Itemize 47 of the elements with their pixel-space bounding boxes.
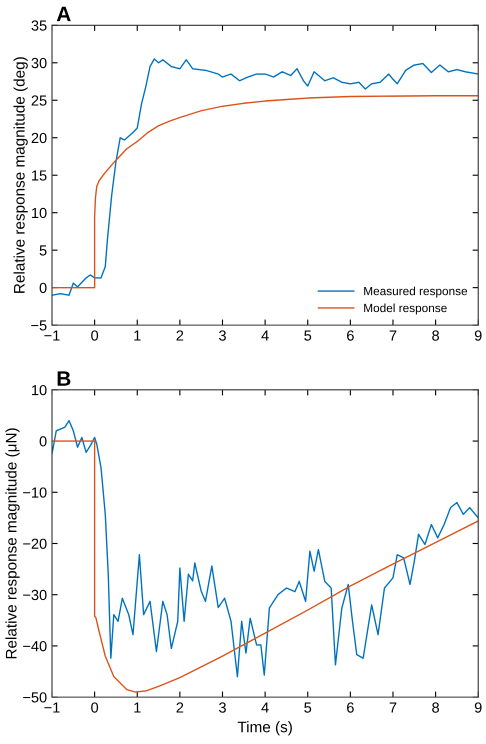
y-tick-label: 0 <box>40 282 47 294</box>
line-series <box>52 58 478 296</box>
x-tick-label: 9 <box>474 702 482 713</box>
x-tick-label: 8 <box>432 702 440 713</box>
x-tick-label: 3 <box>218 330 226 341</box>
y-tick-label: −30 <box>23 590 47 600</box>
y-tick-label: 15 <box>32 170 47 181</box>
x-tick-label: 0 <box>91 702 98 713</box>
x-tick-label: 2 <box>176 702 184 713</box>
x-tick-label: 7 <box>390 702 396 713</box>
x-axis-title: Time (s) <box>238 721 292 736</box>
x-tick-label: 0 <box>91 330 98 341</box>
y-tick-label: 35 <box>31 20 47 31</box>
x-tick-label: 1 <box>134 330 141 341</box>
x-tick-label: 3 <box>218 702 226 713</box>
y-tick-label: 25 <box>32 95 47 106</box>
x-tick-label: 2 <box>176 330 184 341</box>
x-tick-label: 9 <box>474 330 482 341</box>
y-tick-label: −50 <box>23 692 47 703</box>
legend-label: Model response <box>364 304 447 315</box>
y-tick-label: −20 <box>23 538 47 549</box>
y-tick-label: 10 <box>32 208 47 218</box>
x-tick-label: 1 <box>134 702 141 713</box>
x-tick-label: 6 <box>347 702 354 713</box>
y-tick-label: −10 <box>23 487 47 498</box>
y-axis-title: Relative response magnitude (deg) <box>13 57 28 293</box>
x-tick-label: 4 <box>261 330 269 341</box>
legend-label: Measured response <box>364 286 468 298</box>
y-tick-label: −5 <box>31 320 47 331</box>
x-tick-label: 6 <box>347 330 354 341</box>
line-series <box>52 95 478 288</box>
y-tick-label: 20 <box>32 132 47 144</box>
y-tick-label: 5 <box>40 245 47 256</box>
x-tick-label: 7 <box>390 330 396 341</box>
x-tick-label: 5 <box>304 330 312 341</box>
x-tick-label: −1 <box>44 330 60 341</box>
x-tick-label: 4 <box>261 702 269 713</box>
x-tick-label: 5 <box>304 702 312 713</box>
x-tick-label: −1 <box>44 702 60 713</box>
y-tick-label: 0 <box>40 436 47 446</box>
y-tick-label: 10 <box>32 384 47 396</box>
chart-title: B <box>58 371 70 386</box>
y-axis-title: Relative response magnitude (μN) <box>5 428 20 658</box>
x-tick-label: 8 <box>432 330 440 341</box>
y-tick-label: 30 <box>31 58 47 68</box>
y-tick-label: −40 <box>23 641 47 652</box>
chart-title: A <box>56 6 71 22</box>
